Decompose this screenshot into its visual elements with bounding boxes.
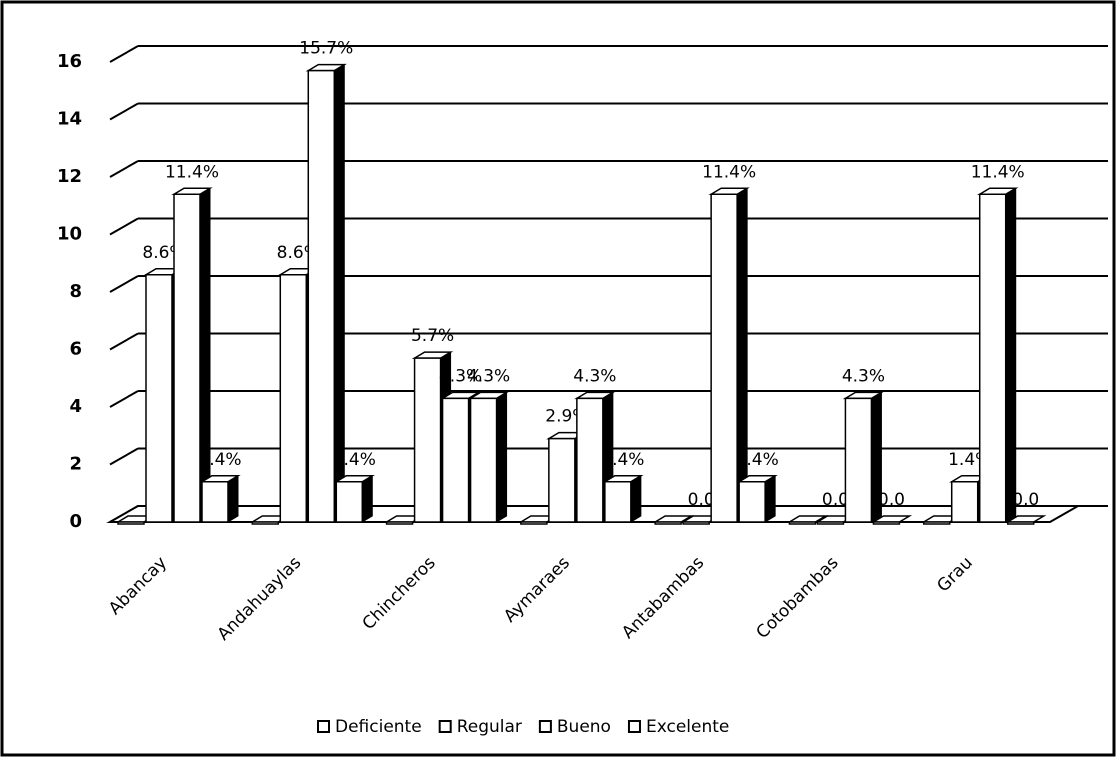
- bar-side: [764, 474, 776, 523]
- bar: [602, 474, 644, 523]
- bar-front: [385, 521, 414, 525]
- bar: [1005, 515, 1047, 525]
- grid-diagonal: [109, 332, 139, 351]
- legend-label: Regular: [457, 717, 522, 737]
- bar: [786, 515, 829, 525]
- y-tick-label: 8: [69, 281, 82, 302]
- data-label: 11.4%: [971, 162, 1025, 182]
- bar: [115, 515, 157, 525]
- data-label: 1.4%: [601, 450, 644, 470]
- legend-label: Deficiente: [335, 717, 422, 737]
- bar: [652, 515, 694, 525]
- bar-front: [738, 481, 766, 523]
- data-label: 0,0: [878, 490, 905, 510]
- bar: [736, 474, 778, 523]
- bar: [171, 187, 213, 523]
- bar-front: [978, 193, 1007, 523]
- legend-label: Bueno: [557, 717, 611, 737]
- bar-side: [361, 474, 373, 523]
- bar-front: [201, 481, 229, 523]
- grid-diagonal: [109, 160, 139, 178]
- bar-front: [307, 69, 336, 523]
- grid-diagonal: [109, 390, 139, 408]
- legend-swatch: [627, 720, 641, 733]
- bar: [977, 187, 1019, 523]
- y-tick-label: 0: [69, 511, 82, 532]
- legend-swatch: [438, 720, 452, 733]
- data-label: 1.4%: [736, 450, 779, 470]
- bar-side: [1005, 187, 1017, 523]
- bar-front: [922, 521, 951, 525]
- bar-side: [496, 391, 508, 523]
- y-tick-label: 16: [57, 51, 82, 72]
- bar-front: [788, 521, 817, 525]
- legend-label: Excelente: [646, 717, 729, 737]
- legend-swatch: [317, 720, 330, 733]
- bar-front: [441, 397, 470, 523]
- grid-diagonal: [109, 102, 139, 121]
- y-tick-label: 4: [69, 396, 82, 417]
- bar-front: [173, 193, 201, 523]
- grid-diagonal: [109, 447, 139, 466]
- data-label: 1.4%: [333, 450, 376, 470]
- bar-front: [844, 397, 873, 523]
- y-tick-label: 12: [57, 166, 82, 187]
- bar-front: [872, 521, 901, 525]
- data-label: 11.4%: [702, 162, 756, 182]
- grid-diagonal: [109, 45, 139, 63]
- bar-side: [630, 474, 642, 523]
- data-label: 5.7%: [411, 326, 454, 346]
- grid-diagonal: [109, 275, 139, 293]
- bar-side: [199, 187, 211, 523]
- bar-front: [117, 521, 145, 525]
- y-tick-label: 2: [69, 454, 82, 475]
- bar-front: [1006, 521, 1035, 525]
- bar-front: [604, 481, 632, 523]
- y-tick-label: 14: [57, 109, 82, 130]
- y-tick-label: 10: [57, 224, 82, 245]
- bar-front: [279, 274, 308, 523]
- bar-front: [251, 521, 280, 525]
- bar-front: [520, 521, 548, 525]
- bar-front: [335, 481, 364, 523]
- data-label: 1.4%: [198, 450, 241, 470]
- bar-front: [469, 397, 498, 523]
- bar: [305, 63, 347, 523]
- bar: [199, 474, 241, 523]
- bar-front: [654, 521, 682, 525]
- bar: [870, 515, 913, 525]
- y-tick-label: 6: [69, 339, 82, 360]
- bar: [842, 391, 885, 523]
- bar: [467, 391, 510, 523]
- data-label: 4.3%: [467, 366, 510, 386]
- data-label: 11.4%: [165, 162, 219, 182]
- bar-side: [227, 474, 239, 523]
- data-label: 4.3%: [573, 366, 616, 386]
- grid-diagonal: [109, 217, 139, 236]
- bar: [708, 187, 750, 523]
- data-label: 4.3%: [439, 366, 482, 386]
- bar-front: [710, 193, 738, 523]
- data-label: 15.7%: [299, 39, 353, 59]
- bar-side: [736, 187, 748, 523]
- bar-front: [816, 521, 845, 525]
- bar-front: [576, 397, 604, 523]
- bar-front: [548, 437, 576, 523]
- data-label: 0,0: [822, 490, 849, 510]
- bar-front: [413, 357, 442, 523]
- data-label: 4.3%: [842, 366, 885, 386]
- legend-swatch: [538, 720, 552, 733]
- data-label: 0,0: [688, 490, 715, 510]
- bar-front: [682, 521, 710, 525]
- data-label: 0,0: [1012, 490, 1039, 510]
- bar-front: [950, 481, 979, 523]
- bar-front: [145, 274, 173, 523]
- bar: [333, 474, 375, 523]
